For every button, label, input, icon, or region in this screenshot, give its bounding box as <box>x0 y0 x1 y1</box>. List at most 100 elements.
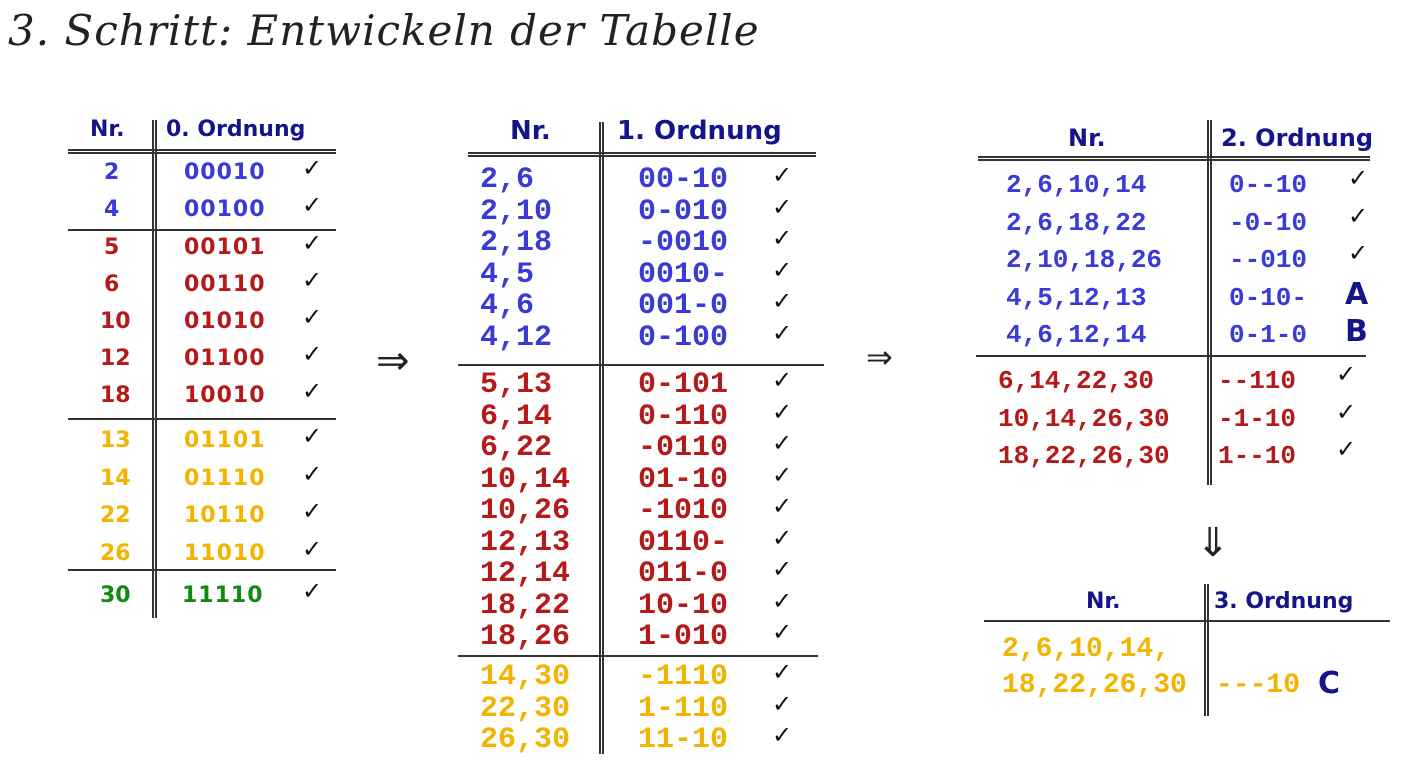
check-icon: ✓ <box>772 366 793 394</box>
table3-nr-line2: 18,22,26,30 <box>1002 670 1187 701</box>
table3-nr-line1: 2,6,10,14, <box>1002 634 1171 665</box>
table1-code-cell: 0010- <box>638 257 729 292</box>
table1-nr-cell: 2,10 <box>480 194 553 229</box>
check-icon: ✓ <box>302 266 323 294</box>
table2-nr-cell: 2,10,18,26 <box>1006 245 1163 275</box>
table2-nr-cell: 4,5,12,13 <box>1006 282 1147 313</box>
table1-nr-cell: 22,30 <box>480 691 571 726</box>
table1-header-nr: Nr. <box>510 116 551 146</box>
table1-nr-cell: 6,22 <box>480 431 553 465</box>
check-icon: ✓ <box>772 492 793 520</box>
table2-nr-cell: 6,14,22,30 <box>998 366 1155 396</box>
table1-nr-cell: 12,14 <box>480 557 571 591</box>
check-icon: ✓ <box>302 191 323 219</box>
table1-nr-cell: 4,5 <box>480 257 535 292</box>
table0-group-divider <box>68 229 336 231</box>
table1-code-cell: 10-10 <box>638 588 729 623</box>
table1-code-cell: 00-10 <box>638 163 729 197</box>
table0-nr-cell: 30 <box>100 583 131 608</box>
table0-nr-cell: 4 <box>104 197 120 222</box>
check-icon: ✓ <box>772 287 793 315</box>
check-icon: ✓ <box>1336 435 1357 463</box>
table2-code-cell: --110 <box>1218 366 1297 396</box>
table0-group-divider <box>68 418 336 420</box>
check-icon: ✓ <box>772 618 793 646</box>
table1-code-cell: 011-0 <box>638 557 729 591</box>
table1-code-cell: 0110- <box>638 525 729 560</box>
implicant-label-a: A <box>1345 276 1369 312</box>
table1-nr-cell: 5,13 <box>480 368 553 402</box>
table1-nr-cell: 6,14 <box>480 399 553 434</box>
check-icon: ✓ <box>772 555 793 583</box>
table2-code-cell: 0--10 <box>1229 170 1308 200</box>
table3-header-divider <box>984 620 1390 622</box>
table0-nr-cell: 2 <box>104 160 120 185</box>
table0-group-divider <box>68 569 336 571</box>
table0-code-cell: 00110 <box>184 272 266 297</box>
table2-nr-cell: 18,22,26,30 <box>998 441 1170 471</box>
check-icon: ✓ <box>1336 360 1357 388</box>
table0-nr-cell: 18 <box>100 383 131 408</box>
check-icon: ✓ <box>302 422 323 450</box>
check-icon: ✓ <box>772 255 793 284</box>
check-icon: ✓ <box>772 721 793 749</box>
table0-code-cell: 11110 <box>182 583 264 608</box>
table0-code-cell: 01100 <box>184 346 266 371</box>
arrow-down-icon: ⇓ <box>1196 520 1230 566</box>
implicant-label-b: B <box>1345 314 1368 349</box>
check-icon: ✓ <box>772 658 793 686</box>
check-icon: ✓ <box>772 318 793 347</box>
table1-code-cell: -0010 <box>638 226 729 260</box>
table1-code-cell: -0110 <box>638 431 729 465</box>
table1-nr-cell: 14,30 <box>480 660 571 694</box>
arrow-right-icon: ⇒ <box>376 338 410 384</box>
table3-header-nr: Nr. <box>1086 589 1121 614</box>
table1-code-cell: -1110 <box>638 660 729 694</box>
table1-code-cell: 01-10 <box>638 462 729 497</box>
table1-code-cell: 001-0 <box>638 289 729 323</box>
table2-header-col: 2. Ordnung <box>1221 124 1374 152</box>
table1-header-col: 1. Ordnung <box>617 116 782 146</box>
table1-nr-cell: 12,13 <box>480 525 571 560</box>
table1-code-cell: 1-110 <box>638 691 729 726</box>
table0-header-divider <box>68 149 336 154</box>
check-icon: ✓ <box>1348 201 1369 230</box>
check-icon: ✓ <box>772 224 793 252</box>
check-icon: ✓ <box>772 397 793 426</box>
table1-nr-cell: 4,12 <box>480 320 553 355</box>
table2-nr-cell: 4,6,12,14 <box>1006 320 1147 350</box>
table1-nr-cell: 26,30 <box>480 723 571 757</box>
page-title: 3. Schritt: Entwickeln der Tabelle <box>8 6 760 55</box>
table0-code-cell: 00100 <box>184 197 266 222</box>
table0-nr-cell: 13 <box>100 428 131 453</box>
table0-code-cell: 00101 <box>184 235 266 260</box>
table1-nr-cell: 18,26 <box>480 620 571 654</box>
table2-code-cell: -0-10 <box>1229 207 1308 238</box>
check-icon: ✓ <box>1348 239 1369 267</box>
table0-nr-cell: 5 <box>104 235 120 260</box>
check-icon: ✓ <box>302 497 323 525</box>
table1-header-divider <box>468 152 816 157</box>
check-icon: ✓ <box>772 161 793 189</box>
table1-code-cell: -1010 <box>638 494 729 528</box>
table2-code-cell: --010 <box>1229 245 1308 275</box>
table0-nr-cell: 6 <box>104 272 120 297</box>
table1-code-cell: 0-110 <box>638 399 729 434</box>
table3-column-divider <box>1204 584 1209 716</box>
table0-code-cell: 10110 <box>184 503 266 528</box>
check-icon: ✓ <box>302 535 323 563</box>
table1-group-divider <box>458 655 818 657</box>
check-icon: ✓ <box>772 523 793 552</box>
check-icon: ✓ <box>302 377 323 405</box>
check-icon: ✓ <box>302 340 323 368</box>
table2-code-cell: -1-10 <box>1218 403 1297 434</box>
table2-header-nr: Nr. <box>1068 124 1106 152</box>
check-icon: ✓ <box>772 192 793 221</box>
check-icon: ✓ <box>302 460 323 488</box>
table2-nr-cell: 10,14,26,30 <box>998 403 1170 434</box>
table1-nr-cell: 10,26 <box>480 494 571 528</box>
table0-nr-cell: 22 <box>100 503 131 528</box>
check-icon: ✓ <box>302 154 323 182</box>
table0-nr-cell: 26 <box>100 541 131 566</box>
check-icon: ✓ <box>1336 397 1357 426</box>
